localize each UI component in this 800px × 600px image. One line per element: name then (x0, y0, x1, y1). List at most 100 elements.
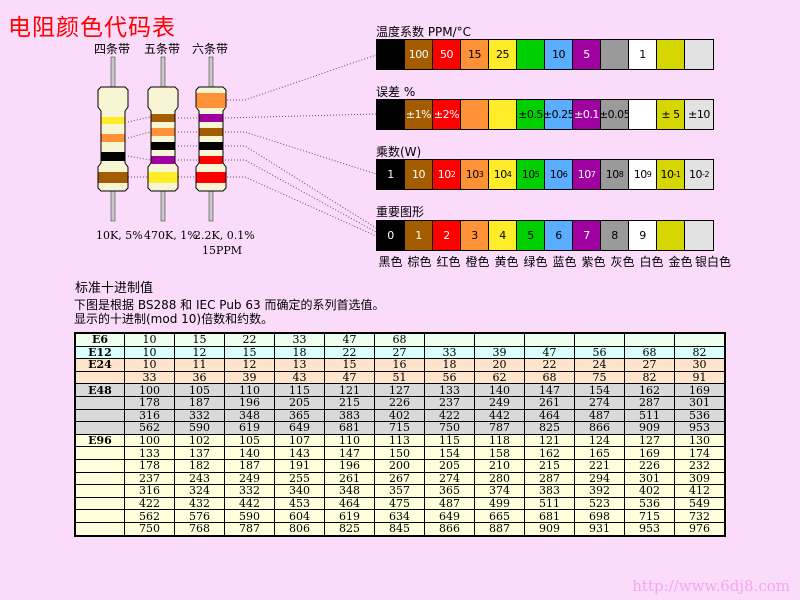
table-cell: 118 (474, 433, 525, 448)
series-name (74, 521, 125, 537)
table-cell: 16 (374, 358, 425, 372)
table-cell: 649 (274, 421, 325, 435)
table-cell: 115 (424, 433, 475, 448)
table-cell: 750 (124, 521, 175, 537)
band-violet (151, 156, 175, 164)
table-cell: 51 (374, 370, 425, 385)
table-cell: 316 (124, 408, 175, 423)
table-cell: 909 (524, 521, 575, 537)
table-cell: 681 (524, 509, 575, 523)
series-name (74, 509, 125, 523)
digit-cell-black: 0 (377, 221, 405, 250)
table-cell: 205 (424, 458, 475, 473)
band-orange (101, 134, 125, 142)
multiplier-cell-brown: 10 (405, 160, 433, 189)
table-cell: 422 (124, 496, 175, 511)
table-cell: 75 (574, 370, 625, 385)
table-cell: 56 (574, 345, 625, 360)
table-cell: 590 (224, 509, 275, 523)
table-cell: 39 (474, 345, 525, 360)
table-row-e48: 316 332 348 365 383 402 422 442 464 487 511 536 (74, 408, 726, 423)
table-cell: 931 (574, 521, 625, 537)
table-row-e96: 750 768 787 806 825 845 866 887 909 931 953 976 (74, 521, 726, 537)
table-row-e96: E96 100 102 105 107 110 113 115 118 121 124 127 130 (74, 433, 726, 448)
table-cell (474, 332, 525, 347)
table-cell: 590 (174, 421, 225, 435)
table-cell: 110 (224, 383, 275, 397)
table-cell: 22 (524, 358, 575, 372)
tolerance-strip: ±1% ±2% ±0.5 ±0.25 ±0.1 ±0.05 ± 5 ±10 (376, 99, 714, 130)
multiplier-base: 10 (689, 168, 703, 181)
table-cell: 127 (374, 383, 425, 397)
four-band-value: 10K, 5% (96, 229, 143, 242)
table-cell: 422 (424, 408, 475, 423)
table-cell: 169 (624, 446, 675, 460)
multiplier-cell-green: 10 5 (517, 160, 545, 189)
band-black (101, 152, 125, 161)
table-cell: 20 (474, 358, 525, 372)
table-cell: 301 (624, 471, 675, 486)
table-cell: 698 (574, 509, 625, 523)
table-cell: 536 (674, 408, 726, 423)
digit-cell-violet: 7 (573, 221, 601, 250)
band-red (196, 172, 226, 183)
digit-cell-silver (685, 221, 713, 250)
table-cell: 226 (374, 395, 425, 410)
tempco-cell-gold (657, 40, 685, 69)
table-cell: 787 (224, 521, 275, 537)
table-row-e96: 178 182 187 191 196 200 205 210 215 221 226 232 (74, 458, 726, 473)
digits-label: 重要图形 (376, 205, 425, 219)
table-cell: 511 (524, 496, 575, 511)
table-cell: 402 (374, 408, 425, 423)
tempco-cell-orange: 15 (461, 40, 489, 69)
table-cell: 15 (174, 332, 225, 347)
table-cell: 976 (674, 521, 726, 537)
table-cell: 187 (224, 458, 275, 473)
color-name: 灰色 (610, 255, 635, 269)
digit-cell-red: 2 (433, 221, 461, 250)
table-cell: 715 (624, 509, 675, 523)
tempco-cell-red: 50 (433, 40, 461, 69)
multiplier-cell-red: 10 2 (433, 160, 461, 189)
table-cell: 169 (674, 383, 726, 397)
table-cell: 249 (474, 395, 525, 410)
resistor-body (147, 86, 179, 192)
table-cell: 316 (124, 484, 175, 498)
table-cell: 47 (524, 345, 575, 360)
table-cell: 36 (174, 370, 225, 385)
table-row-e96: 237 243 249 255 261 267 274 280 287 294 301 309 (74, 471, 726, 486)
table-cell: 10 (124, 358, 175, 372)
table-cell: 82 (674, 345, 726, 360)
table-cell: 261 (324, 471, 375, 486)
table-cell: 210 (474, 458, 525, 473)
color-name: 黄色 (494, 255, 519, 269)
table-cell: 121 (324, 383, 375, 397)
table-cell: 47 (324, 332, 375, 347)
table-cell: 255 (274, 471, 325, 486)
table-cell: 487 (574, 408, 625, 423)
table-cell: 215 (324, 395, 375, 410)
table-cell: 56 (424, 370, 475, 385)
table-cell: 147 (524, 383, 575, 397)
color-name: 银白色 (695, 255, 732, 269)
band-orange (196, 93, 226, 108)
table-cell: 200 (374, 458, 425, 473)
multiplier-cell-silver: 10 -2 (685, 160, 713, 189)
table-cell: 18 (424, 358, 475, 372)
tempco-cell-green (517, 40, 545, 69)
table-row-e96: 316 324 332 340 348 357 365 374 383 392 402 412 (74, 484, 726, 498)
table-cell: 576 (174, 509, 225, 523)
table-cell: 732 (674, 509, 726, 523)
multiplier-base: 10 (549, 168, 564, 181)
table-cell: 562 (124, 421, 175, 435)
table-cell: 237 (124, 471, 175, 486)
tempco-cell-blue: 10 (545, 40, 573, 69)
tolerance-cell-blue: ±0.25 (543, 100, 575, 129)
six-band-value: 2.2K, 0.1% (194, 229, 255, 242)
table-cell: 178 (124, 395, 175, 410)
table-cell: 432 (174, 496, 225, 511)
table-cell: 11 (174, 358, 225, 372)
table-cell: 178 (124, 458, 175, 473)
band-orange (151, 128, 175, 136)
table-cell: 332 (224, 484, 275, 498)
